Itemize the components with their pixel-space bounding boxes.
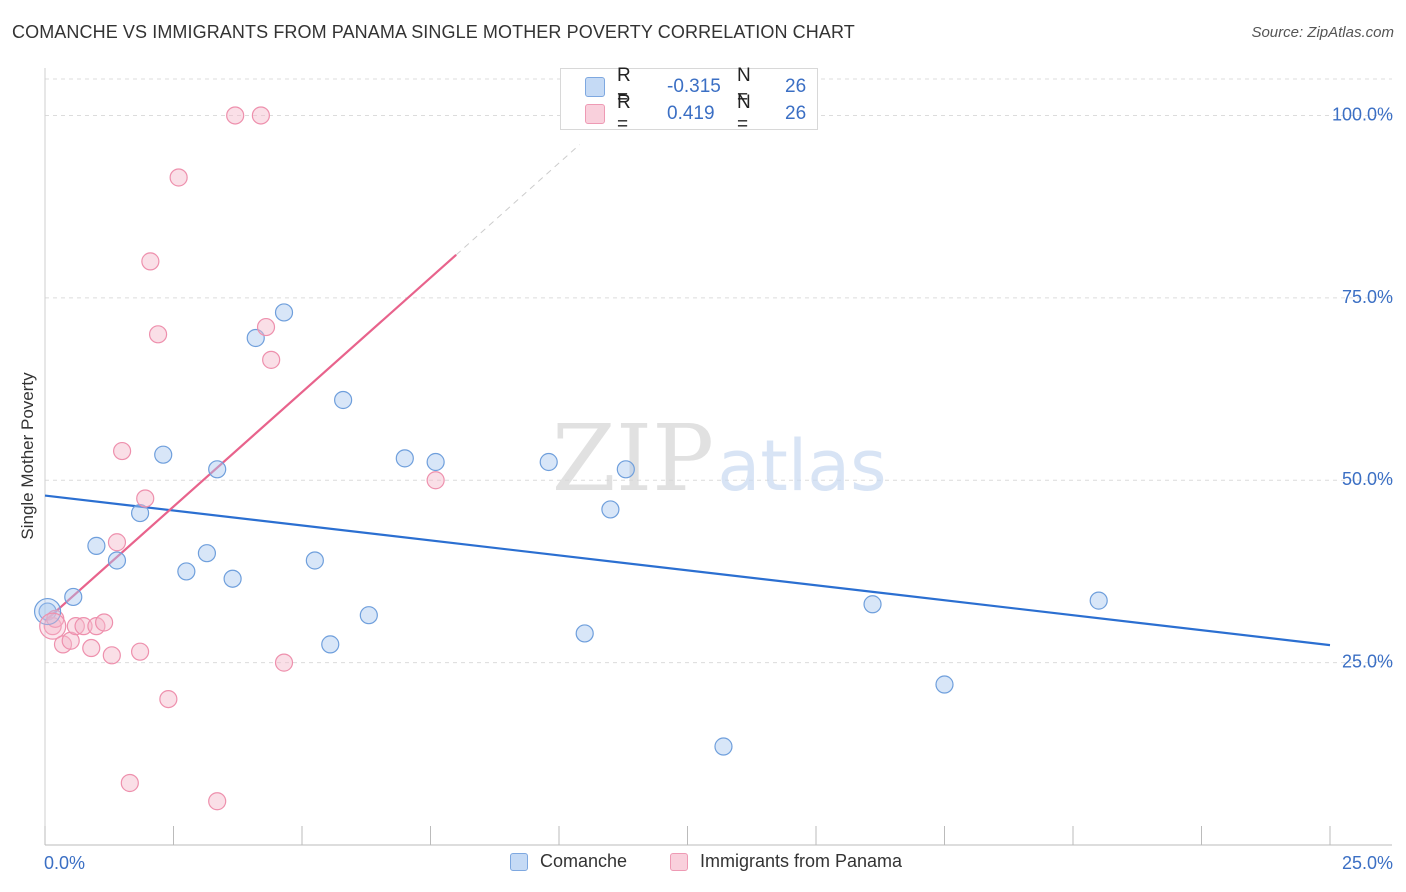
comanche-point [305, 551, 324, 570]
chart-title: COMANCHE VS IMMIGRANTS FROM PANAMA SINGL… [12, 22, 855, 42]
source-label: Source: ZipAtlas.com [1251, 24, 1394, 41]
legend-n-label: N = [737, 65, 751, 108]
x-tick-label: 0.0% [44, 853, 85, 873]
panama-point [136, 489, 155, 508]
y-tick-label: 50.0% [1342, 469, 1393, 489]
comanche-point [395, 449, 414, 468]
comanche-point-large [33, 597, 62, 626]
panama-point [256, 317, 276, 337]
panama-trend-line [44, 253, 457, 622]
legend-item-comanche[interactable]: Comanche [510, 851, 627, 872]
watermark-atlas: atlas [717, 425, 886, 507]
panama-point [251, 106, 270, 125]
panama-point [130, 642, 150, 661]
comanche-point [616, 460, 635, 479]
correlation-legend: R = -0.315 N = 26 R = 0.419 N = 26 [560, 65, 818, 135]
panama-point [82, 638, 101, 658]
comanche-point [575, 624, 594, 643]
panama-point [112, 441, 132, 461]
panama-point [226, 106, 245, 125]
legend-label-panama: Immigrants from Panama [700, 851, 903, 871]
grid-layer [45, 78, 1392, 664]
legend-n-value: 26 [785, 103, 807, 124]
panama-point [262, 350, 281, 369]
panama-trend-extension [455, 144, 580, 256]
y-tick-label: 100.0% [1332, 104, 1393, 124]
comanche-point [1089, 591, 1108, 610]
comanche-point [359, 606, 378, 625]
panama-point [426, 471, 445, 490]
trend-layer [44, 144, 1331, 647]
panama-point [74, 617, 93, 636]
legend-swatch-panama [670, 852, 688, 871]
legend-r-label: R = [617, 65, 631, 108]
legend-item-panama[interactable]: Immigrants from Panama [670, 851, 902, 872]
watermark-zip: ZIP [552, 405, 714, 512]
comanche-point [223, 569, 242, 588]
comanche-point [177, 562, 196, 581]
comanche-point [714, 737, 733, 756]
watermark: ZIP atlas [552, 405, 887, 512]
legend-n-label: N = [737, 92, 751, 135]
series-legend: Comanche Immigrants from Panama [0, 851, 1406, 879]
legend-swatch-comanche [585, 77, 605, 97]
panama-point [120, 773, 139, 793]
legend-r-value: 0.419 [667, 103, 715, 124]
y-tick-label: 75.0% [1342, 287, 1393, 307]
panama-point [43, 617, 62, 636]
legend-swatch-panama [585, 104, 605, 124]
comanche-point [107, 551, 127, 570]
comanche-point [601, 500, 620, 519]
points-layer [33, 106, 1108, 811]
panama-point [169, 168, 188, 187]
legend-n-value: 26 [785, 76, 807, 97]
y-tick-label: 25.0% [1342, 652, 1393, 672]
panama-point [102, 646, 121, 665]
panama-point [107, 533, 127, 552]
comanche-point [208, 460, 227, 479]
axis-layer [44, 68, 1392, 846]
legend-r-value: -0.315 [667, 76, 721, 97]
panama-point [159, 689, 178, 709]
comanche-point [274, 303, 294, 322]
panama-point [141, 252, 160, 271]
comanche-point [197, 544, 217, 563]
comanche-point [154, 445, 173, 464]
comanche-point [64, 587, 83, 607]
panama-point [274, 653, 294, 672]
panama-point [66, 617, 85, 636]
legend-row-comanche: R = -0.315 N = 26 [585, 65, 807, 108]
comanche-point [87, 536, 106, 555]
comanche-point [935, 675, 954, 694]
tick-label-layer: 25.0% 50.0% 75.0% 100.0% 0.0% 25.0% [44, 104, 1393, 873]
panama-point [95, 613, 114, 632]
panama-point [148, 325, 168, 344]
comanche-point [539, 452, 558, 472]
comanche-trend-line [44, 494, 1331, 647]
comanche-point [321, 635, 340, 654]
legend-r-label: R = [617, 92, 631, 135]
panama-point [208, 792, 227, 811]
legend-label-comanche: Comanche [540, 851, 628, 871]
panama-point-large [39, 612, 67, 640]
comanche-point [863, 595, 882, 614]
x-tick-label: 25.0% [1342, 853, 1393, 873]
legend-swatch-comanche [510, 852, 528, 871]
comanche-point [334, 390, 353, 410]
legend-row-panama: R = 0.419 N = 26 [585, 92, 807, 135]
comanche-point [426, 452, 445, 472]
